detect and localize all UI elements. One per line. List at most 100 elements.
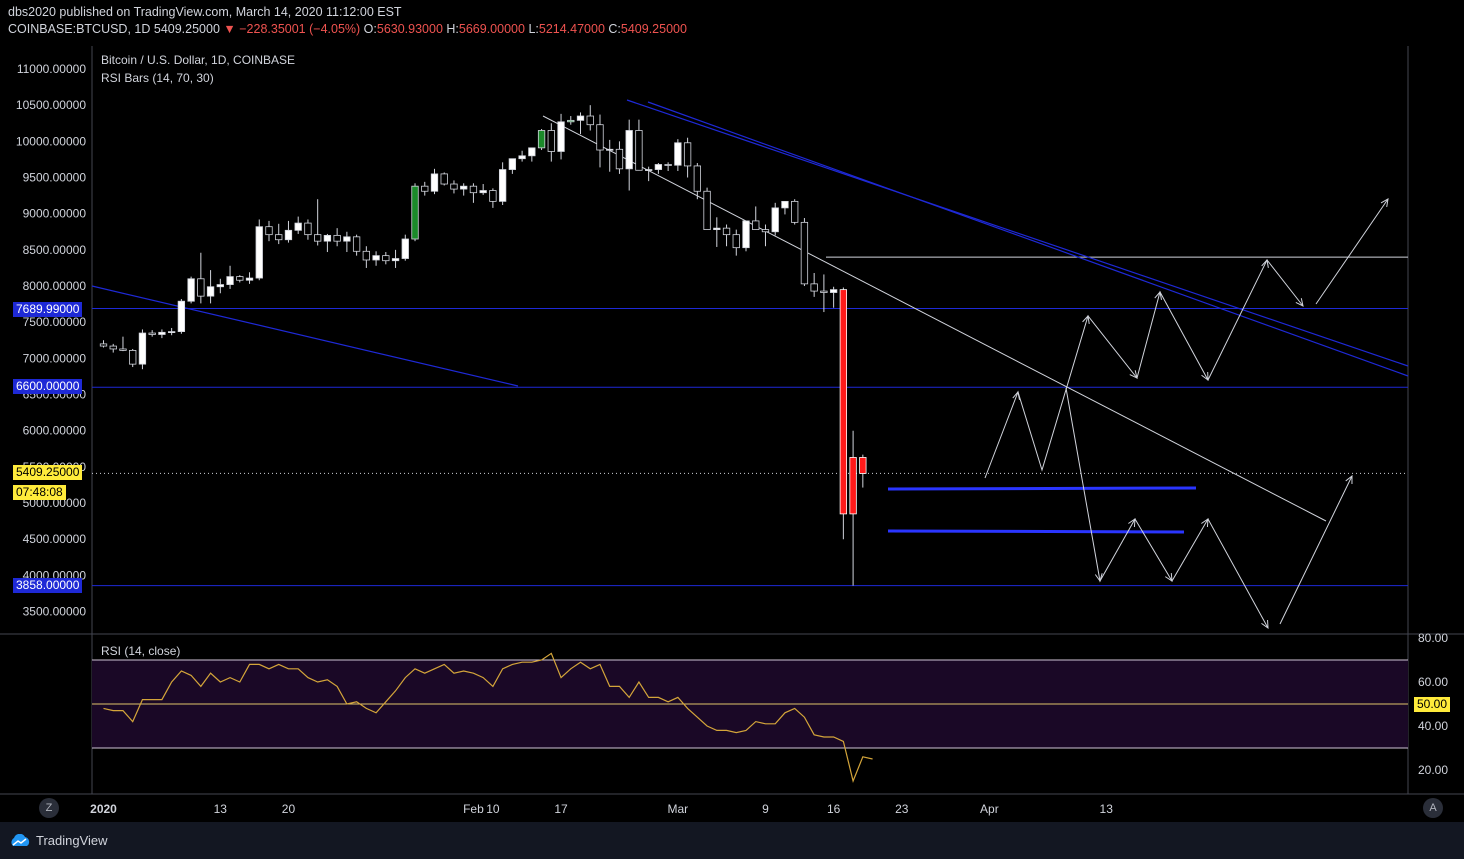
rsi-mid-tag: 50.00 [1414, 697, 1451, 712]
candle-body [362, 250, 370, 261]
candle-body [557, 121, 565, 152]
candle-body [206, 286, 215, 297]
rsi-tick-label: 60.00 [1418, 675, 1448, 689]
rsi-tick-label: 40.00 [1418, 719, 1448, 733]
arrow-head [1129, 370, 1138, 379]
candle-body [236, 276, 244, 281]
time-tick-label: 16 [827, 802, 841, 816]
arrow-head [1154, 290, 1162, 300]
trendline-white [542, 115, 1327, 522]
arrow-head [1165, 572, 1173, 582]
price-tick-label: 10000.00000 [16, 134, 86, 148]
candle-body [401, 238, 409, 259]
price-tick-label: 7500.00000 [23, 315, 87, 329]
footer: TradingView [0, 822, 1464, 859]
candle-body [722, 227, 731, 236]
candle-body [411, 185, 419, 240]
candle-body [654, 164, 663, 170]
level-tag-3858: 3858.00000 [13, 578, 83, 593]
candle-body [567, 119, 575, 123]
trendline-blue-upper-2 [647, 101, 1409, 377]
price-tick-label: 9000.00000 [23, 207, 87, 221]
candle-body [138, 332, 147, 365]
candle-body [859, 457, 867, 474]
close-value: 5409.25000 [620, 22, 687, 36]
time-tick-label: 17 [554, 802, 568, 816]
candle-body [713, 227, 721, 230]
candle-body [576, 115, 585, 121]
candle-body [683, 142, 692, 167]
price-tick-label: 8000.00000 [23, 279, 87, 293]
price-tick-label: 8500.00000 [23, 243, 87, 257]
auto-scale-button[interactable]: A [1423, 798, 1443, 818]
price-change: ▼ −228.35001 (−4.05%) [223, 22, 361, 36]
time-tick-label: 13 [214, 802, 228, 816]
candle-body [518, 155, 526, 160]
candle-body [635, 130, 643, 171]
close-label: C: [608, 22, 621, 36]
open-value: 5630.93000 [376, 22, 443, 36]
arrow-head [1094, 573, 1103, 583]
candle-body [742, 220, 750, 249]
time-tick-label: 10 [486, 802, 500, 816]
time-tick-label: 20 [282, 802, 296, 816]
level-tag-7689: 7689.99000 [13, 302, 83, 317]
time-tick-label: Feb [463, 802, 484, 816]
candle-body [537, 130, 546, 149]
candle-body [333, 234, 341, 242]
price-tick-label: 9500.00000 [23, 171, 87, 185]
candle-body [508, 158, 517, 170]
candle-body [265, 226, 273, 236]
rsi-line [103, 652, 873, 783]
last-price: 5409.25000 [153, 22, 220, 36]
chart-header: dbs2020 published on TradingView.com, Ma… [0, 0, 1464, 44]
candle-body [119, 348, 127, 351]
candle-body [421, 185, 429, 192]
high-value: 5669.00000 [458, 22, 525, 36]
rsi-legend: RSI (14, close) [101, 644, 181, 658]
time-tick-label: 23 [895, 802, 909, 816]
candle-body [732, 234, 740, 249]
price-tick-label: 7000.00000 [23, 351, 87, 365]
arrow-head [1261, 619, 1269, 630]
candle-body [752, 220, 760, 230]
candle-body [294, 222, 302, 231]
candle-body [460, 185, 468, 190]
time-tick-label: 9 [762, 802, 769, 816]
arrow-head [1201, 518, 1209, 528]
candle-body [343, 236, 351, 242]
candle-body [791, 200, 799, 223]
candle-body [245, 277, 254, 281]
time-tick-label: 2020 [90, 802, 117, 816]
price-tick-label: 6000.00000 [23, 424, 87, 438]
candle-body [226, 276, 234, 285]
rsi-tick-label: 80.00 [1418, 631, 1448, 645]
candle-body [109, 345, 117, 350]
candle-body [99, 343, 108, 347]
rsi-tick-label: 20.00 [1418, 763, 1448, 777]
trendline-blue-upper [626, 99, 1409, 367]
projection-path-down [1065, 387, 1269, 629]
candle-body [810, 283, 818, 292]
open-label: O: [363, 22, 377, 36]
candle-body [528, 147, 536, 157]
candle-body [382, 255, 390, 262]
candle-body [304, 222, 312, 236]
tradingview-logo[interactable]: TradingView [8, 833, 108, 848]
candle-body [216, 284, 224, 288]
candle-body [323, 234, 332, 242]
symbol[interactable]: COINBASE:BTCUSD, 1D [8, 22, 151, 36]
publish-info: dbs2020 published on TradingView.com, Ma… [8, 5, 402, 19]
zoom-reset-button[interactable]: Z [39, 798, 59, 818]
candle-body [129, 350, 137, 365]
candle-body [674, 142, 682, 166]
candle-body [469, 185, 478, 194]
candle-body [479, 190, 487, 194]
ohlc-line: COINBASE:BTCUSD, 1D 5409.25000 ▼ −228.35… [8, 22, 687, 36]
level-tag-6600: 6600.00000 [13, 379, 83, 394]
candle-body [391, 258, 400, 262]
time-tick-label: Apr [980, 802, 999, 816]
candle-body [820, 290, 828, 293]
last-price-tag: 5409.25000 [13, 465, 83, 480]
